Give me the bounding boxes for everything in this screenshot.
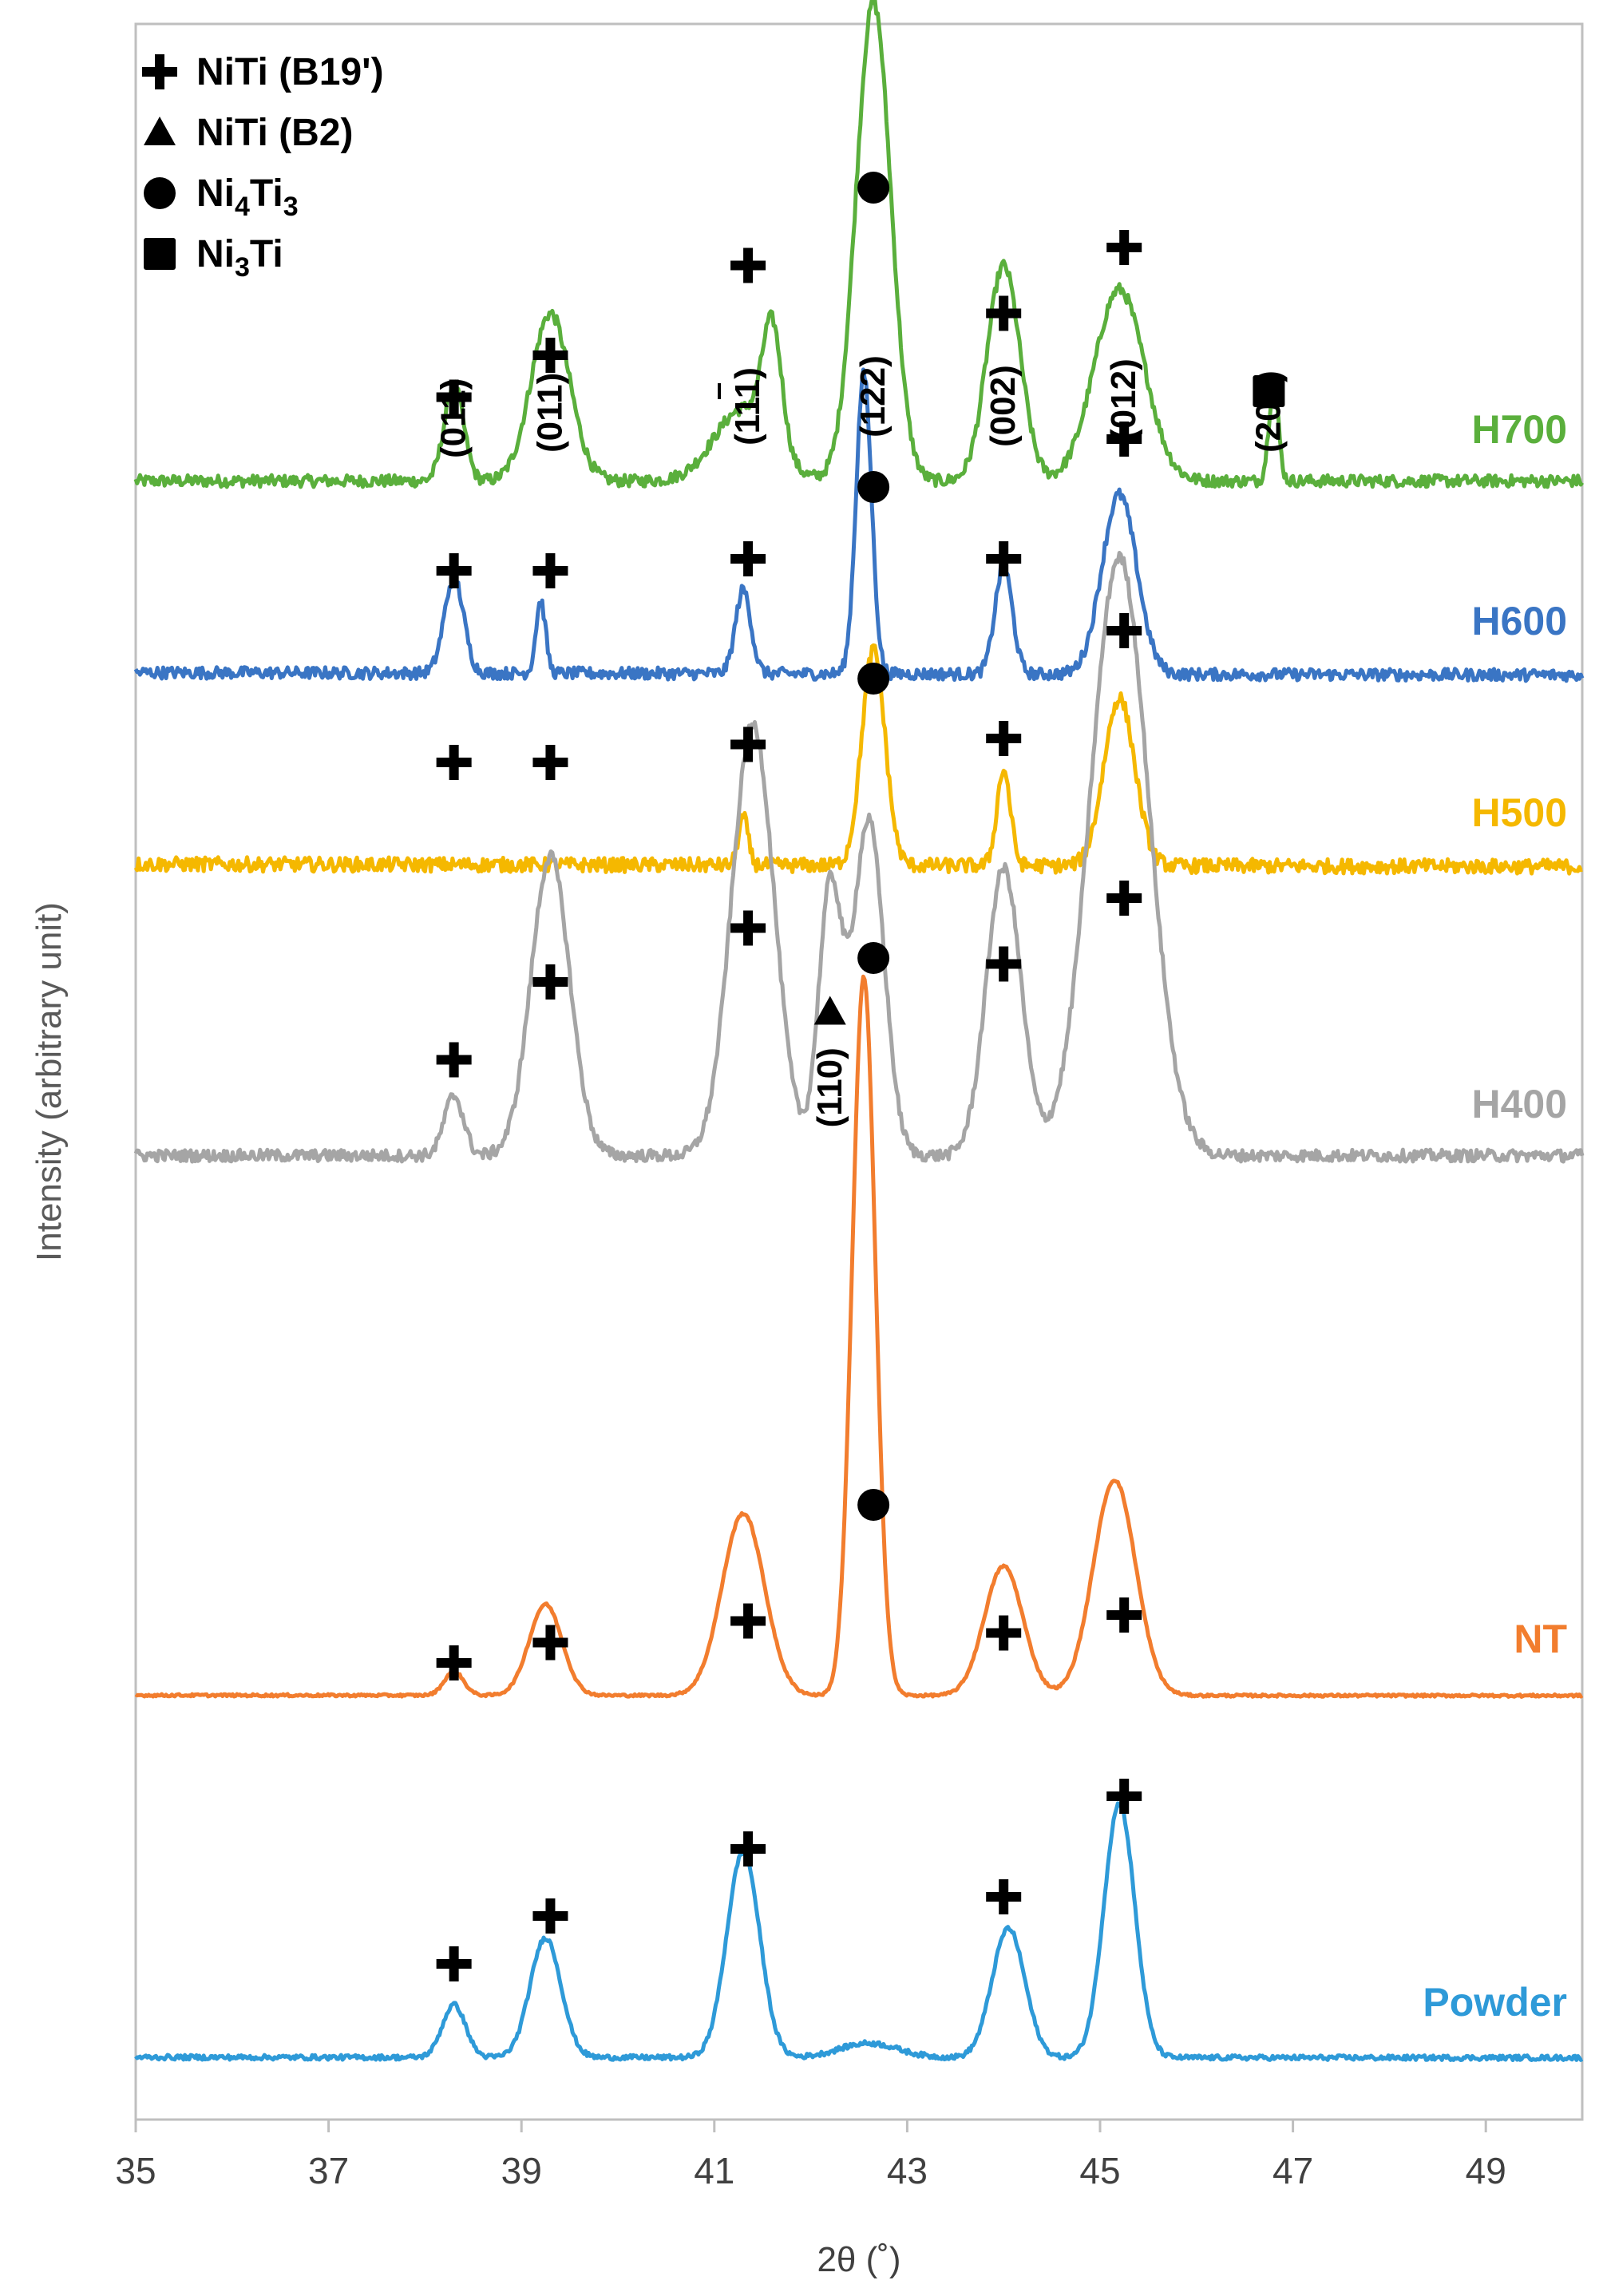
phase-marker-niti-b19 — [436, 1946, 472, 1981]
phase-marker-niti-b19 — [1106, 1597, 1142, 1633]
hkl-label: (110) — [810, 1047, 849, 1127]
series-label-h600: H600 — [1471, 599, 1567, 643]
legend-label: NiTi (B19') — [196, 51, 384, 93]
phase-marker-niti-b19 — [730, 247, 766, 283]
series-line-nt — [134, 974, 1584, 1699]
phase-marker-ni4ti3 — [857, 663, 890, 695]
series-label-h700: H700 — [1471, 407, 1567, 452]
y-axis-title: Intensity (arbitrary unit) — [30, 902, 69, 1261]
hkl-label-text: (002) — [984, 365, 1023, 447]
phase-marker-niti-b19 — [436, 1042, 472, 1078]
phase-marker-niti-b19 — [532, 1625, 568, 1661]
phase-marker-niti-b19 — [986, 721, 1022, 756]
phase-marker-ni4ti3 — [857, 942, 890, 974]
x-tick-label: 49 — [1466, 2150, 1506, 2191]
phase-marker-niti-b19 — [142, 54, 177, 89]
x-tick-label: 43 — [887, 2150, 928, 2191]
phase-marker-niti-b19 — [986, 1615, 1022, 1651]
legend-label: NiTi (B2) — [196, 112, 353, 154]
hkl-label-text: (110) — [810, 1047, 849, 1127]
phase-marker-niti-b19 — [1106, 1779, 1142, 1814]
phase-marker-niti-b2 — [813, 996, 846, 1025]
x-tick-label: 47 — [1272, 2150, 1313, 2191]
phase-marker-niti-b2 — [144, 117, 176, 145]
hkl-label-text: (011) — [530, 373, 569, 453]
phase-marker-ni4ti3 — [857, 471, 890, 503]
phase-marker-niti-b19 — [986, 295, 1022, 331]
series-label-nt: NT — [1514, 1617, 1567, 1661]
legend-label: Ni4Ti3 — [196, 172, 299, 222]
phase-marker-niti-b19 — [986, 946, 1022, 982]
phase-marker-ni4ti3 — [857, 172, 890, 204]
x-tick-label: 45 — [1079, 2150, 1120, 2191]
hkl-label: (012) — [1104, 358, 1143, 441]
phase-marker-niti-b19 — [730, 1603, 766, 1639]
x-axis-title: 2θ (˚) — [817, 2240, 900, 2279]
phase-marker-niti-b19 — [1106, 613, 1142, 648]
hkl-label: (202) — [1249, 370, 1288, 453]
phase-marker-niti-b19 — [532, 553, 568, 588]
x-tick-label: 37 — [308, 2150, 349, 2191]
hkl-label-text: (111) — [728, 367, 767, 445]
phase-marker-niti-b19 — [986, 1879, 1022, 1914]
phase-marker-niti-b19 — [436, 379, 472, 415]
phase-marker-ni3ti — [1253, 375, 1285, 407]
phase-marker-niti-b19 — [730, 726, 766, 762]
phase-marker-ni3ti — [144, 238, 176, 270]
x-tick-label: 39 — [501, 2150, 542, 2191]
phase-marker-niti-b19 — [1106, 230, 1142, 265]
series-line-h600 — [133, 367, 1585, 683]
phase-marker-niti-b19 — [730, 1831, 766, 1866]
phase-marker-niti-b19 — [532, 1898, 568, 1934]
phase-marker-niti-b19 — [436, 1645, 472, 1680]
phase-marker-niti-b19 — [1106, 422, 1142, 457]
hkl-label-text: (202) — [1249, 370, 1288, 453]
hkl-label-text: (122) — [853, 355, 893, 437]
legend-label: Ni3Ti — [196, 233, 283, 283]
phase-marker-niti-b19 — [730, 541, 766, 576]
hkl-label: (011) — [434, 378, 473, 458]
hkl-label-text: (012) — [1104, 358, 1143, 441]
series-label-powder: Powder — [1423, 1980, 1567, 2025]
plot-frame — [134, 22, 1584, 2121]
series-line-h500 — [133, 643, 1583, 876]
phase-marker-ni4ti3 — [857, 1489, 890, 1521]
phase-marker-niti-b19 — [532, 338, 568, 373]
hkl-label-text: (011) — [434, 378, 473, 458]
series-line-h400 — [133, 551, 1585, 1164]
series-line-h700 — [133, 0, 1585, 489]
phase-marker-niti-b19 — [532, 745, 568, 780]
series-label-h400: H400 — [1471, 1082, 1567, 1126]
series-line-powder — [134, 1801, 1584, 2062]
phase-marker-niti-b19 — [436, 553, 472, 588]
phase-marker-niti-b19 — [532, 964, 568, 1000]
phase-marker-niti-b19 — [436, 745, 472, 780]
phase-marker-niti-b19 — [1106, 881, 1142, 916]
hkl-label: (111) — [718, 367, 767, 445]
phase-marker-ni4ti3 — [144, 177, 176, 209]
phase-marker-niti-b19 — [730, 910, 766, 946]
hkl-label: (122) — [853, 355, 893, 437]
series-label-h500: H500 — [1471, 790, 1567, 835]
hkl-label: (002) — [984, 365, 1023, 447]
x-tick-label: 41 — [694, 2150, 734, 2191]
phase-marker-niti-b19 — [986, 541, 1022, 576]
x-tick-label: 35 — [115, 2150, 156, 2191]
hkl-label: (011) — [530, 373, 569, 453]
